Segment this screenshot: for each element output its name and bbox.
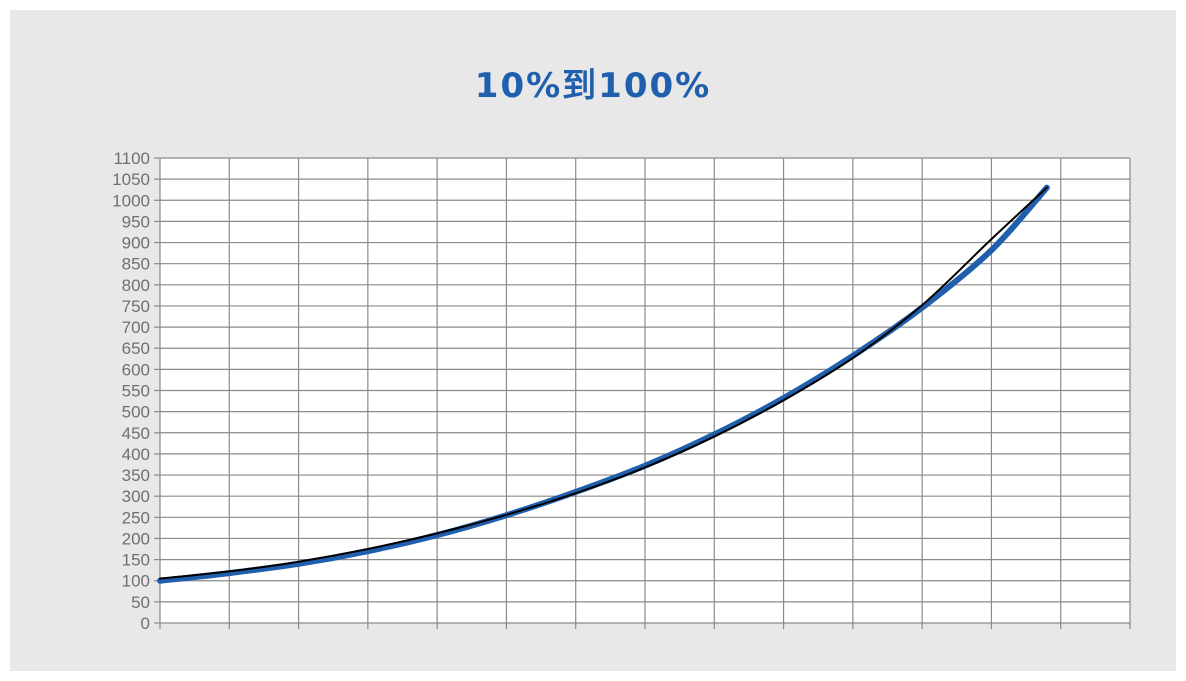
y-tick-label: 700 bbox=[122, 318, 150, 337]
y-tick-label: 900 bbox=[122, 234, 150, 253]
chart-title: 10%到100% bbox=[474, 66, 712, 106]
y-tick-label: 250 bbox=[122, 508, 150, 527]
y-tick-label: 750 bbox=[122, 297, 150, 316]
series-line-0 bbox=[159, 186, 1048, 580]
y-tick-label: 400 bbox=[122, 445, 150, 464]
y-tick-label: 850 bbox=[122, 255, 150, 274]
y-tick-label: 550 bbox=[122, 382, 150, 401]
series-line-1 bbox=[157, 184, 1050, 584]
y-tick-label: 200 bbox=[122, 529, 150, 548]
y-tick-label: 950 bbox=[122, 212, 150, 231]
series-layer bbox=[157, 184, 1050, 584]
y-tick-label: 1100 bbox=[113, 149, 150, 168]
y-tick-label: 500 bbox=[122, 403, 150, 422]
y-tick-label: 0 bbox=[141, 614, 150, 633]
y-tick-label: 350 bbox=[122, 466, 150, 485]
y-tick-label: 800 bbox=[122, 276, 150, 295]
y-tick-label: 450 bbox=[122, 424, 150, 443]
y-tick-label: 300 bbox=[122, 487, 150, 506]
y-tick-label: 1000 bbox=[112, 191, 150, 210]
y-tick-label: 650 bbox=[122, 339, 150, 358]
y-tick-label: 150 bbox=[122, 551, 150, 570]
grid-layer bbox=[159, 157, 1131, 629]
y-tick-label: 600 bbox=[122, 360, 150, 379]
y-tick-label: 1050 bbox=[112, 170, 150, 189]
y-axis: 0 50 100 150 200 250 300 350 400 450 500 550 600 650 7… bbox=[112, 149, 160, 633]
y-tick-label: 50 bbox=[131, 593, 150, 612]
y-tick-label: 100 bbox=[122, 572, 150, 591]
